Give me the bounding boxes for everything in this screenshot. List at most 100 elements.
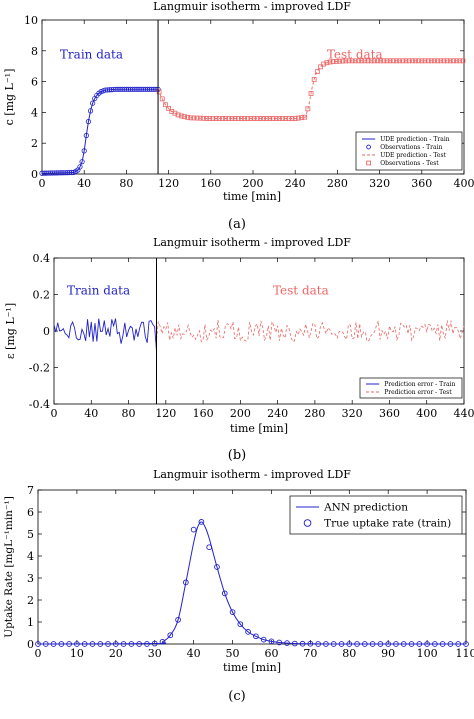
true-uptake-point	[338, 641, 345, 647]
test-observation-point	[261, 116, 266, 121]
test-observation-point	[185, 114, 190, 120]
test-observation-point	[384, 58, 390, 64]
true-uptake-point	[206, 544, 213, 551]
train-observation-point	[77, 164, 83, 170]
chart-c-legend: ANN prediction True uptake rate (train)	[289, 495, 463, 535]
test-observation-point	[223, 116, 228, 121]
test-observation-point	[333, 58, 339, 64]
y-tick-label: 0	[27, 638, 34, 651]
legend-label: True uptake rate (train)	[324, 518, 451, 530]
test-observation-point	[397, 58, 403, 64]
test-observation-point	[204, 116, 209, 121]
legend-label: Observations - Train	[380, 144, 442, 151]
y-tick-label: 3	[27, 572, 34, 585]
true-uptake-point	[346, 641, 353, 647]
x-tick-label: 0	[39, 177, 46, 190]
legend-frame	[359, 377, 463, 399]
test-observation-point	[416, 58, 422, 64]
test-observation-point	[413, 58, 418, 64]
y-tick-label: 4	[31, 106, 38, 119]
x-tick-label: 360	[379, 407, 400, 420]
true-uptake-point	[198, 519, 205, 525]
y-tick-label: 7	[27, 484, 34, 497]
true-uptake-point	[42, 641, 49, 647]
true-uptake-point	[245, 629, 251, 635]
panel-label-b: (b)	[228, 448, 246, 463]
test-observation-point	[327, 59, 333, 65]
y-tick-label: 5	[27, 528, 34, 541]
test-observation-point	[289, 116, 295, 121]
test-observation-point	[321, 61, 327, 67]
x-tick-label: 40	[84, 407, 98, 420]
test-observation-point	[356, 58, 361, 64]
test-observation-point	[182, 114, 187, 120]
y-tick-label: 0	[43, 325, 50, 338]
true-uptake-point	[136, 641, 143, 647]
region-annotation: Test data	[327, 48, 383, 62]
true-uptake-point	[183, 579, 189, 586]
true-uptake-point	[50, 641, 57, 647]
test-observation-point	[235, 116, 241, 121]
x-tick-label: 0	[51, 407, 58, 420]
test-observation-point	[378, 58, 384, 64]
x-tick-label: 60	[264, 647, 278, 660]
y-tick-label: 0.4	[33, 252, 51, 265]
test-observation-point	[232, 116, 238, 121]
true-uptake-point	[424, 641, 430, 647]
chart-c-marks	[35, 519, 469, 647]
legend-label: UDE prediction - Test	[380, 152, 446, 159]
true-uptake-point	[167, 632, 174, 639]
legend-label: ANN prediction	[323, 502, 408, 514]
test-observation-point	[213, 116, 219, 121]
test-observation-point	[390, 58, 396, 64]
y-tick-label: 0.2	[33, 289, 51, 302]
y-tick-label: 6	[31, 76, 38, 89]
true-uptake-point	[89, 641, 96, 647]
test-observation-point	[371, 58, 377, 64]
true-uptake-point	[105, 641, 111, 647]
legend-label: Prediction error - Train	[384, 381, 455, 388]
y-tick-label: 1	[27, 616, 34, 629]
train-observation-point	[81, 148, 87, 154]
true-uptake-point	[432, 641, 438, 647]
true-uptake-point	[214, 564, 220, 570]
chart-c-x-axis: 0 10 20 30 40 50 60 70 80 90 100 110	[35, 490, 474, 660]
true-uptake-point	[439, 641, 446, 647]
true-uptake-point	[237, 621, 244, 628]
test-observation-point	[267, 116, 273, 121]
x-tick-label: 280	[304, 407, 325, 420]
test-observation-point	[394, 58, 399, 64]
test-observation-point	[343, 58, 349, 64]
true-uptake-point	[221, 590, 228, 597]
legend-frame	[355, 131, 463, 171]
true-uptake-point	[144, 641, 150, 647]
true-uptake-point	[447, 641, 454, 647]
true-uptake-point	[175, 616, 181, 623]
chart-b-x-axis: 0 40 80 120 160 200 240 280 320 360 400 440	[51, 258, 474, 420]
test-observation-point	[276, 116, 282, 121]
legend-label: UDE prediction - Train	[380, 136, 450, 143]
test-observation-point	[194, 115, 200, 121]
train-observation-point	[83, 132, 89, 139]
x-tick-label: 80	[342, 647, 356, 660]
region-annotation: Test data	[273, 284, 329, 298]
true-uptake-point	[408, 641, 415, 647]
test-observation-point	[368, 58, 374, 64]
true-uptake-point	[330, 641, 337, 647]
test-observation-point	[245, 116, 251, 121]
x-tick-label: 40	[187, 647, 201, 660]
x-tick-label: 120	[155, 407, 176, 420]
test-observation-point	[163, 102, 168, 108]
true-uptake-point	[369, 641, 376, 647]
chart-a-title: Langmuir isotherm - improved LDF	[153, 0, 351, 13]
test-observation-point	[220, 116, 225, 121]
x-tick-label: 80	[119, 177, 133, 190]
x-tick-label: 110	[456, 647, 474, 660]
test-observation-point	[352, 58, 358, 64]
train-prediction-line	[41, 88, 159, 174]
test-observation-point	[460, 58, 466, 64]
chart-b-title: Langmuir isotherm - improved LDF	[153, 236, 351, 249]
true-uptake-point	[393, 641, 399, 647]
